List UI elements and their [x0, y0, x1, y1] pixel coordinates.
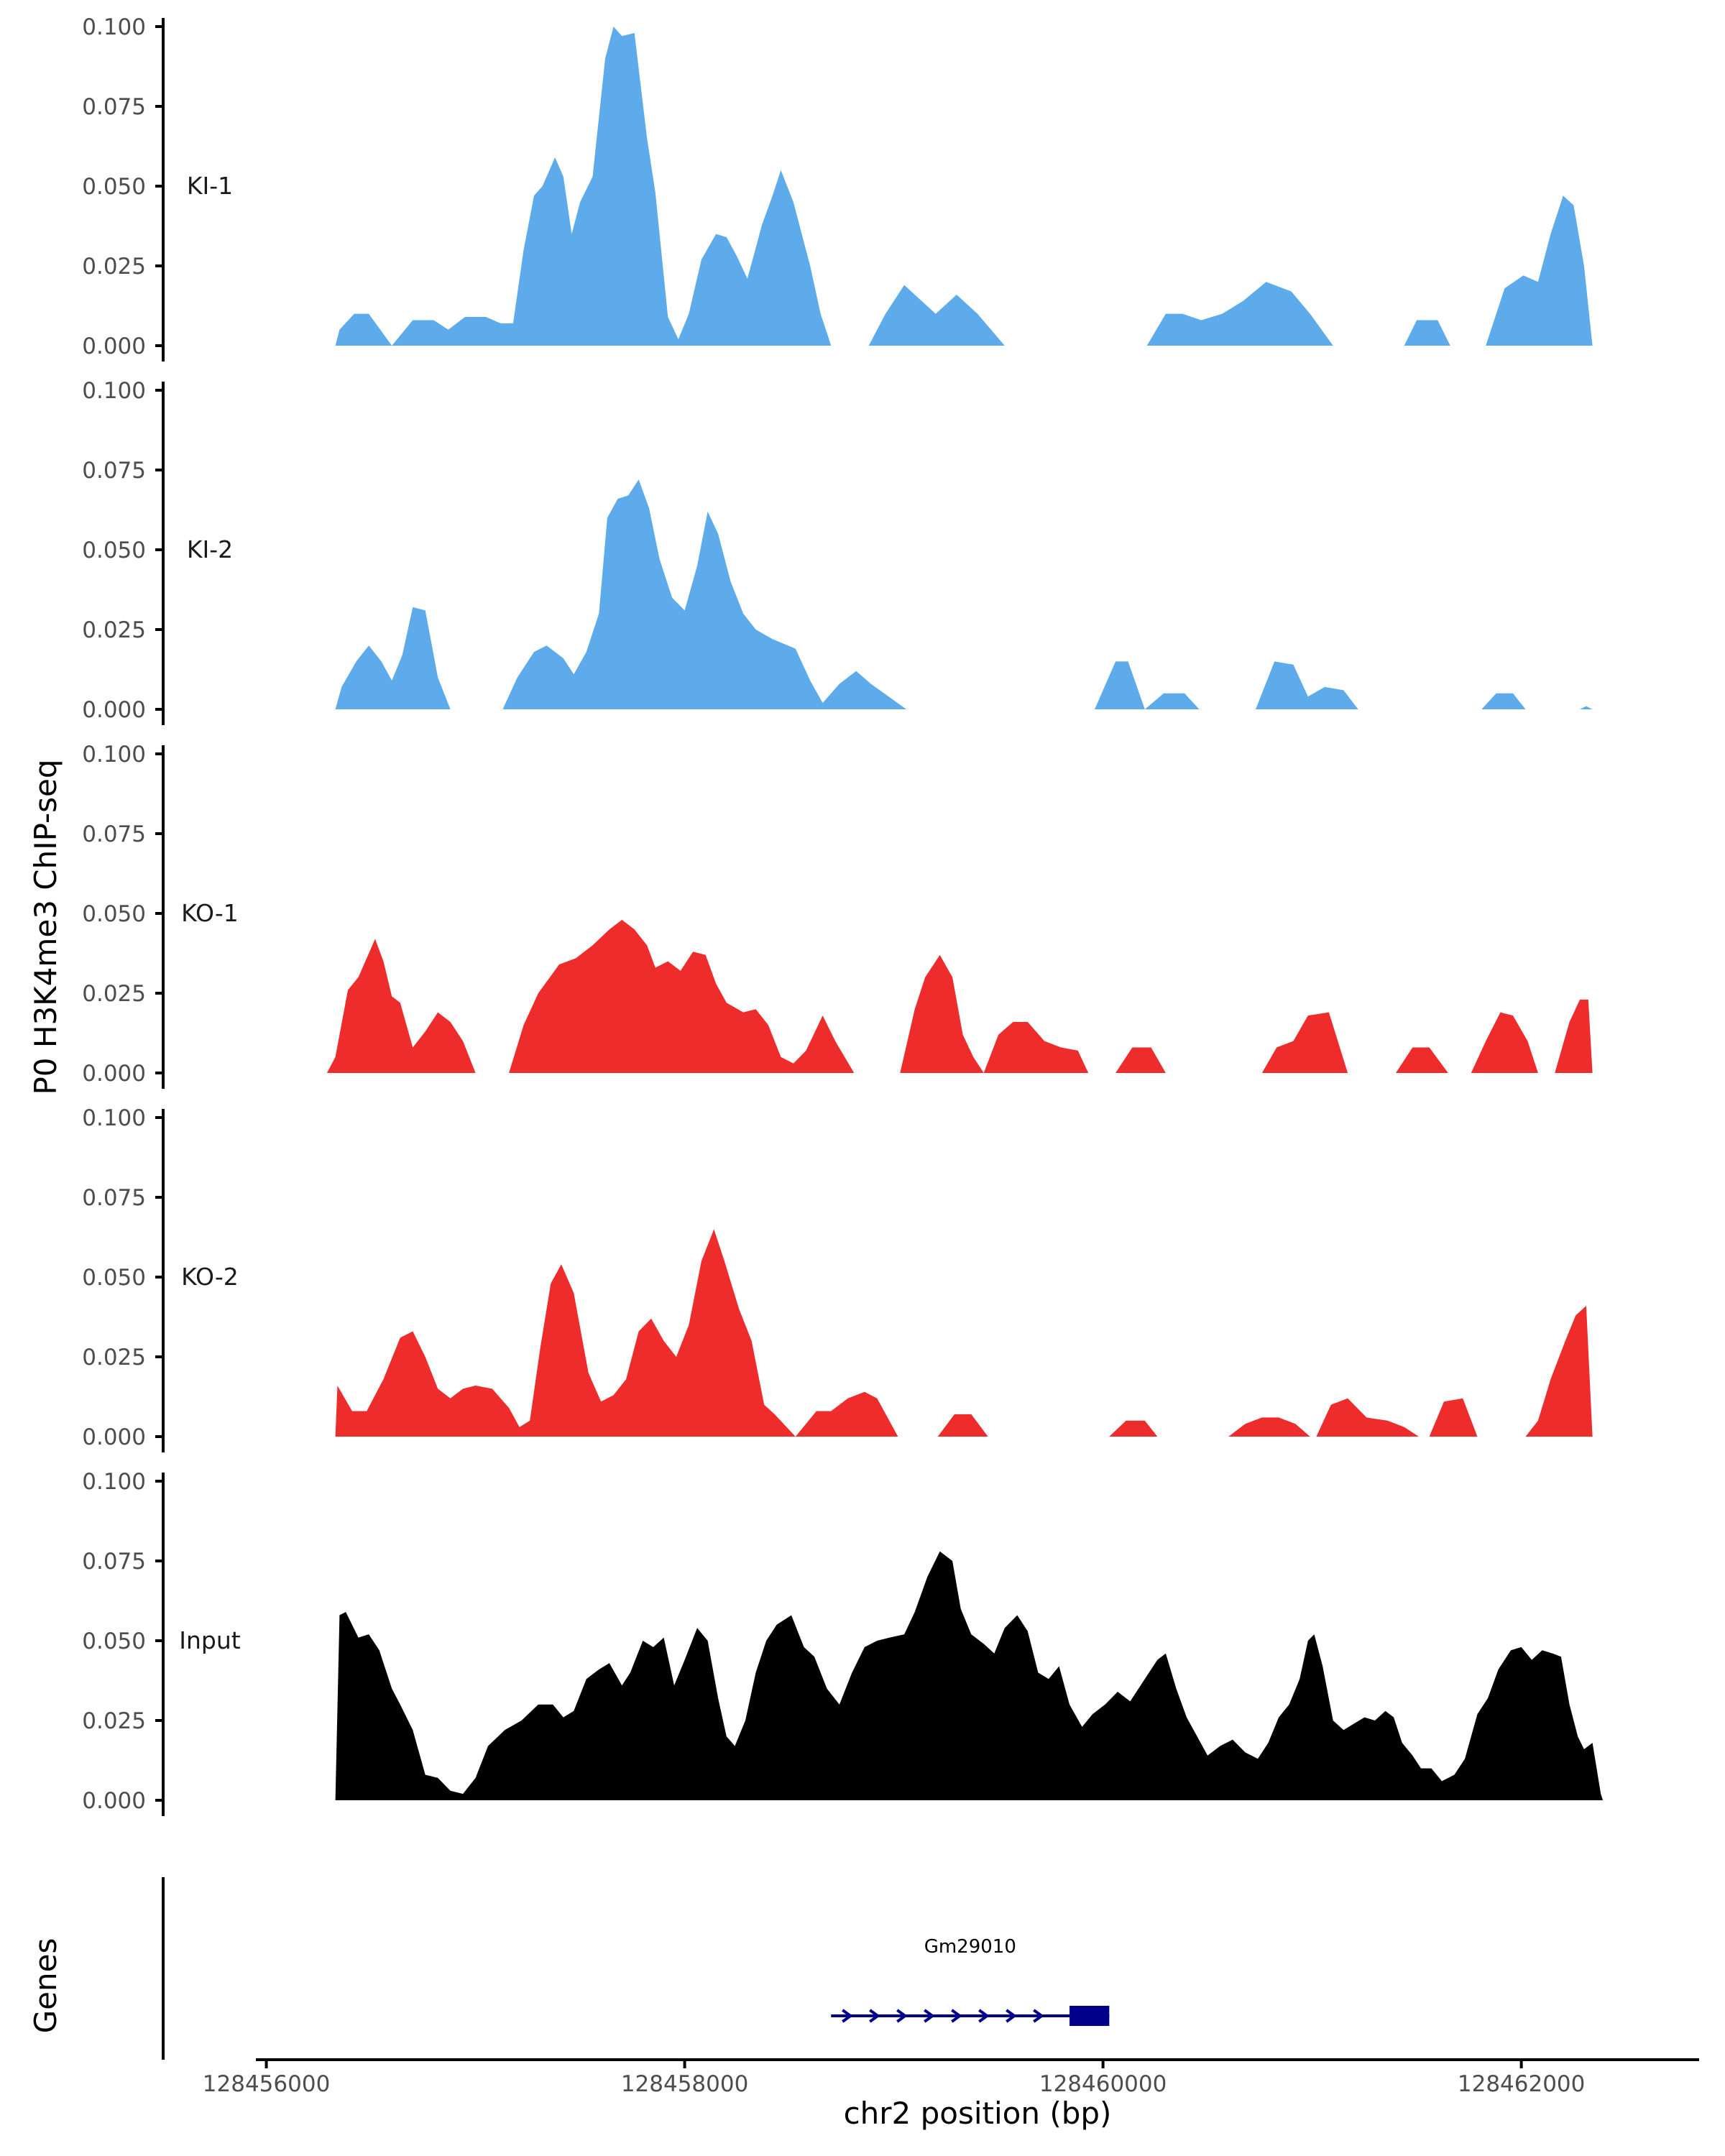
strand-arrow	[1033, 2009, 1044, 2023]
x-tick-label: 128456000	[203, 2071, 331, 2097]
y-tick-label: 0.100	[82, 378, 146, 404]
y-tick-label: 0.100	[82, 742, 146, 768]
y-tick-label: 0.025	[82, 617, 146, 643]
strand-arrow	[842, 2009, 853, 2023]
signal-area	[1146, 282, 1333, 346]
signal-area	[1095, 661, 1200, 709]
gene-model	[831, 2006, 1110, 2026]
signal-area	[1580, 706, 1593, 709]
gene-panel: Genes Gm29010	[28, 1877, 1110, 2060]
y-tick-label: 0.050	[82, 538, 146, 563]
y-tick-label: 0.100	[82, 14, 146, 40]
signal-area	[1109, 1420, 1158, 1437]
signal-area	[335, 1551, 1604, 1800]
strand-arrow	[896, 2009, 908, 2023]
track-input: 0.000 0.025 0.050 0.075 0.100 Input	[82, 1469, 1604, 1816]
y-tick-label: 0.050	[82, 1265, 146, 1291]
track-ki-2: 0.000 0.025 0.050 0.075 0.100 KI-2	[82, 378, 1593, 725]
strand-arrow	[869, 2009, 880, 2023]
signal-area	[1404, 320, 1450, 346]
signal-area	[1481, 693, 1526, 709]
y-tick-label: 0.000	[82, 697, 146, 723]
signal-area	[335, 1229, 898, 1437]
y-tick-label: 0.025	[82, 981, 146, 1007]
strand-arrow	[951, 2009, 962, 2023]
y-tick-label: 0.050	[82, 174, 146, 200]
track-label: KO-1	[181, 899, 239, 927]
y-axis-title: P0 H3K4me3 ChIP-seq	[28, 759, 63, 1095]
signal-area	[1396, 1047, 1448, 1073]
y-tick-label: 0.075	[82, 458, 146, 484]
strand-arrow	[924, 2009, 935, 2023]
signal-area	[1256, 661, 1358, 709]
y-tick-label: 0.000	[82, 333, 146, 359]
y-tick-label: 0.075	[82, 821, 146, 847]
x-axis: 128456000 128458000 128460000 128462000	[203, 2058, 1699, 2097]
signal-area	[502, 479, 907, 709]
y-tick-label: 0.050	[82, 1628, 146, 1654]
x-tick-label: 128460000	[1039, 2071, 1167, 2097]
y-tick-label: 0.075	[82, 1185, 146, 1211]
y-tick-label: 0.000	[82, 1061, 146, 1087]
signal-area	[868, 285, 1005, 346]
y-tick-label: 0.000	[82, 1788, 146, 1814]
track-ki-1: 0.000 0.025 0.050 0.075 0.100 KI-1	[82, 14, 1593, 361]
signal-area	[509, 919, 855, 1073]
track-label: KI-1	[187, 172, 233, 200]
signal-area	[1429, 1398, 1478, 1437]
y-tick-label: 0.025	[82, 1708, 146, 1734]
track-label: KO-2	[181, 1263, 239, 1291]
track-label: KI-2	[187, 535, 233, 563]
signal-area	[335, 27, 832, 346]
x-axis-title: chr2 position (bp)	[844, 2096, 1112, 2131]
x-tick-label: 128462000	[1458, 2071, 1586, 2097]
signal-area	[900, 954, 1089, 1073]
gene-exon-block	[1070, 2006, 1110, 2026]
y-tick-label: 0.075	[82, 1549, 146, 1575]
signal-area	[937, 1414, 988, 1437]
signal-area	[1555, 999, 1593, 1073]
gene-panel-title: Genes	[28, 1938, 63, 2034]
signal-tracks: 0.0000.0250.0500.0750.100KI-10.0000.0250…	[82, 14, 1604, 1816]
strand-arrow	[978, 2009, 990, 2023]
y-tick-label: 0.050	[82, 901, 146, 927]
signal-area	[1261, 1012, 1348, 1073]
y-tick-label: 0.100	[82, 1469, 146, 1495]
y-tick-label: 0.025	[82, 254, 146, 280]
track-ko-2: 0.000 0.025 0.050 0.075 0.100 KO-2	[82, 1105, 1593, 1452]
y-tick-label: 0.025	[82, 1345, 146, 1370]
gene-name-label: Gm29010	[924, 1936, 1016, 1958]
signal-area	[1316, 1398, 1419, 1437]
y-tick-label: 0.075	[82, 94, 146, 120]
signal-area	[326, 939, 476, 1073]
signal-area	[1486, 195, 1593, 346]
signal-area	[1228, 1417, 1310, 1437]
track-ko-1: 0.000 0.025 0.050 0.075 0.100 KO-1	[82, 742, 1593, 1089]
track-label: Input	[179, 1626, 241, 1654]
signal-area	[335, 607, 451, 709]
signal-area	[1471, 1012, 1538, 1073]
strand-arrow	[1006, 2009, 1017, 2023]
y-tick-label: 0.000	[82, 1424, 146, 1450]
signal-area	[1116, 1047, 1166, 1073]
y-tick-label: 0.100	[82, 1105, 146, 1131]
x-tick-label: 128458000	[621, 2071, 749, 2097]
signal-area	[1525, 1306, 1593, 1437]
